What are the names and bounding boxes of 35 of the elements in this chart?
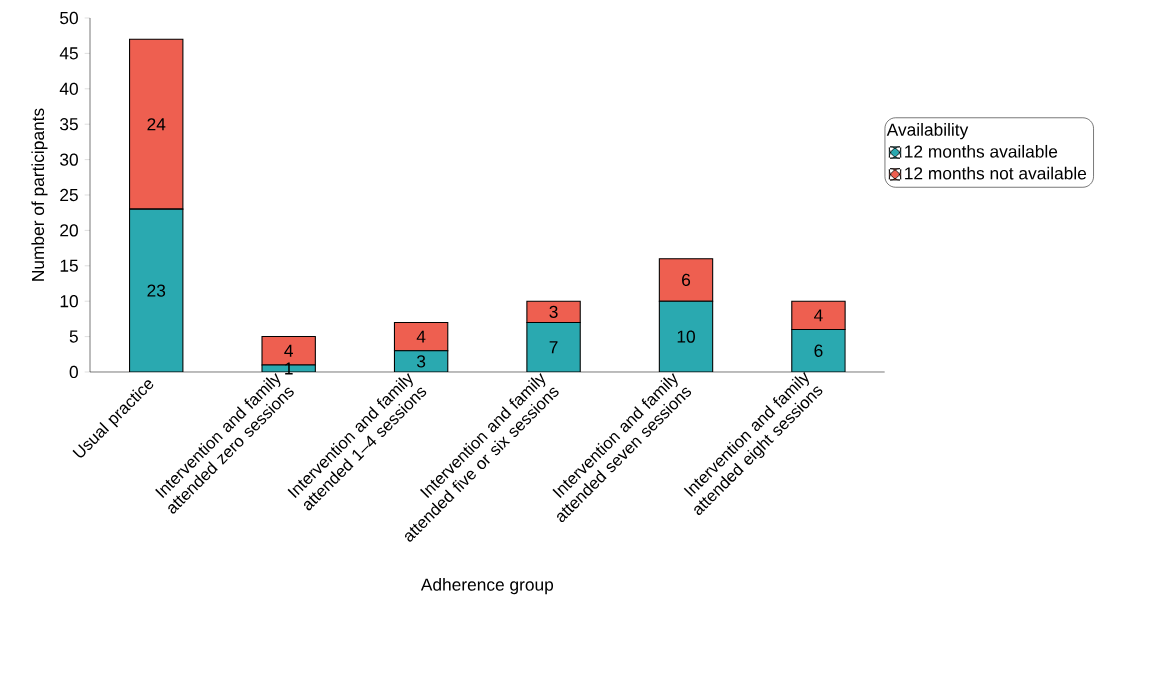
data-label: 4 [416,330,426,343]
y-tick-label: 30 [60,153,78,166]
bar [658,300,714,372]
data-label: 7 [549,341,558,354]
data-label: 3 [549,305,558,318]
y-tick-label: 35 [60,118,78,131]
bar [658,258,714,302]
data-label: 6 [814,344,823,357]
y-tick-label: 50 [60,11,78,25]
x-axis-title: Adherence group [420,578,554,595]
data-label: 6 [682,273,691,287]
data-label: 4 [284,344,293,357]
data-label: 1 [285,362,293,375]
data-label: 3 [416,355,426,368]
y-tick-label: 5 [69,330,78,343]
bar [129,208,184,372]
data-label: 24 [147,118,166,131]
legend-label: 12 months available [905,144,1058,158]
legend-label: 12 months not available [905,166,1087,180]
y-tick-label: 45 [59,47,78,60]
data-label: 4 [814,309,823,322]
y-tick-label: 10 [60,295,78,308]
bar [393,321,449,352]
legend-title: Availability [886,123,969,140]
bar [526,300,581,323]
data-label: 23 [147,284,166,297]
y-axis-title: Number of participants [31,108,48,281]
y-tick-label: 0 [69,365,78,379]
y-tick-label: 20 [60,224,78,237]
bar [791,328,846,372]
y-tick-label: 25 [60,188,78,202]
y-tick-label: 40 [59,82,78,95]
y-tick-label: 15 [60,259,78,272]
bar [526,321,581,372]
data-label: 10 [677,330,695,343]
